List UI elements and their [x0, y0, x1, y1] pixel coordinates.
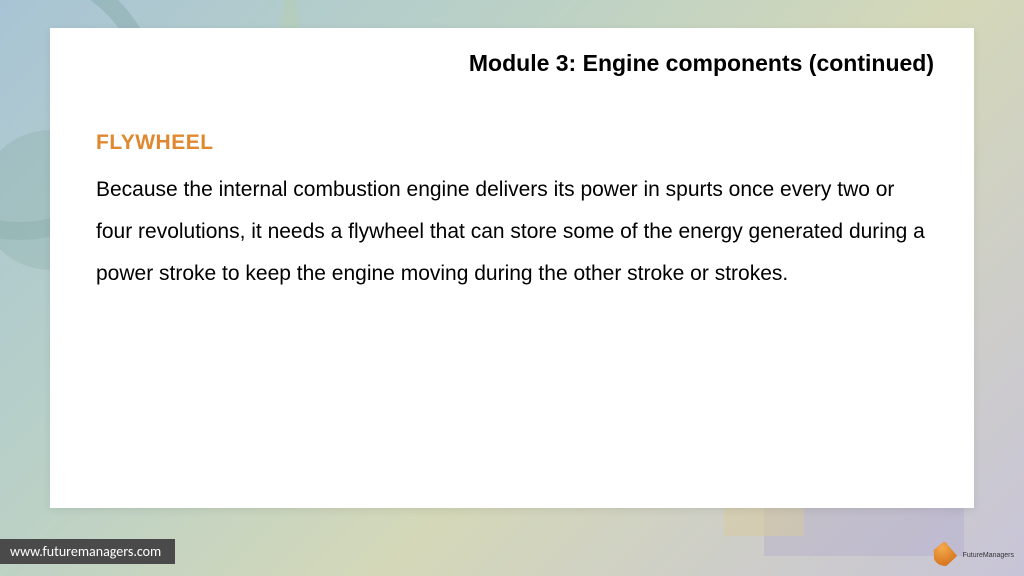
slide-card: Module 3: Engine components (continued) … — [50, 28, 974, 508]
module-title: Module 3: Engine components (continued) — [96, 50, 934, 77]
logo-swoosh-icon — [933, 542, 959, 568]
section-heading: FLYWHEEL — [96, 131, 934, 155]
footer-url: www.futuremanagers.com — [0, 539, 175, 564]
body-text: Because the internal combustion engine d… — [96, 169, 934, 295]
brand-logo: FutureManagers — [933, 542, 1014, 568]
logo-text: FutureManagers — [963, 552, 1014, 559]
